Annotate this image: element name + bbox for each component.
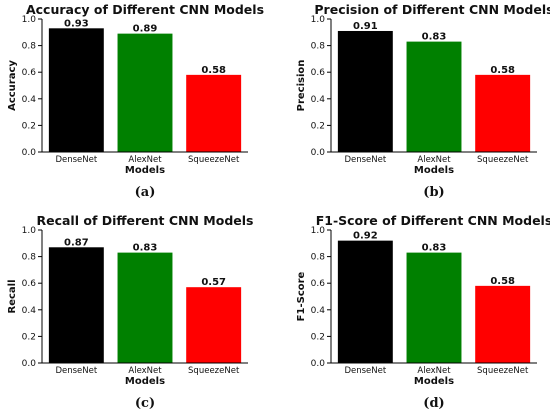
y-tick-label: 1.0 (22, 226, 37, 236)
bar-value-label: 0.93 (64, 18, 89, 29)
x-tick-label: DenseNet (344, 155, 386, 165)
chart-title: F1-Score of Different CNN Models (316, 213, 550, 228)
chart-panel-d: F1-Score of Different CNN Models 0.0 0.2 0.… (296, 213, 550, 411)
chart-panel-a: Accuracy of Different CNN Models 0.0 0.2 0.… (7, 2, 264, 200)
bar-value-label: 0.83 (133, 243, 158, 254)
bar-densenet (48, 247, 104, 363)
bar-value-label: 0.58 (201, 65, 226, 76)
y-tick-label: 0.8 (311, 42, 326, 52)
bar-squeezenet (186, 287, 242, 363)
bar-alexnet (117, 252, 173, 363)
bar-squeezenet (475, 74, 531, 152)
chart-panel-b: Precision of Different CNN Models 0.0 0.2 0… (296, 2, 550, 200)
bar-alexnet (117, 33, 173, 152)
bar-value-label: 0.58 (490, 65, 515, 76)
y-tick-label: 0.6 (22, 279, 37, 289)
y-tick-label: 1.0 (311, 226, 326, 236)
y-tick-label: 0.0 (22, 359, 37, 369)
y-axis-label: F1-Score (296, 271, 307, 321)
y-tick-label: 0.0 (22, 148, 37, 158)
bar-densenet (48, 28, 104, 153)
chart-title: Precision of Different CNN Models (314, 2, 550, 17)
panel-caption: (b) (423, 185, 444, 200)
y-tick-label: 0.4 (311, 95, 326, 105)
bar-squeezenet (475, 285, 531, 363)
x-tick-label: SqueezeNet (188, 366, 240, 376)
x-tick-label: SqueezeNet (188, 155, 240, 165)
y-tick-label: 0.8 (311, 253, 326, 263)
y-tick-label: 1.0 (311, 15, 326, 25)
x-tick-label: SqueezeNet (477, 366, 529, 376)
bar-value-label: 0.83 (422, 243, 447, 254)
y-axis-label: Recall (7, 279, 18, 313)
x-tick-label: AlexNet (128, 155, 162, 165)
bar-densenet (337, 30, 393, 152)
y-axis-label: Precision (296, 60, 307, 112)
x-axis-label: Models (414, 376, 454, 387)
x-tick-label: AlexNet (128, 366, 162, 376)
chart-title: Recall of Different CNN Models (36, 213, 253, 228)
y-tick-label: 0.4 (311, 306, 326, 316)
y-tick-label: 0.2 (311, 332, 325, 342)
x-tick-label: AlexNet (417, 155, 451, 165)
panel-caption: (a) (135, 185, 156, 200)
y-tick-label: 0.6 (311, 68, 326, 78)
bar-value-label: 0.83 (422, 32, 447, 43)
y-axis-label: Accuracy (7, 60, 18, 111)
y-tick-label: 0.6 (311, 279, 326, 289)
chart-title: Accuracy of Different CNN Models (26, 2, 264, 17)
y-tick-label: 0.0 (311, 359, 326, 369)
y-tick-label: 0.8 (22, 42, 37, 52)
bar-alexnet (406, 41, 462, 152)
x-axis-label: Models (125, 376, 165, 387)
y-tick-label: 0.2 (22, 332, 36, 342)
bar-squeezenet (186, 74, 242, 152)
bar-value-label: 0.87 (64, 237, 89, 248)
x-tick-label: AlexNet (417, 366, 451, 376)
chart-panel-c: Recall of Different CNN Models 0.0 0.2 0.4 0… (7, 213, 254, 411)
x-axis-label: Models (125, 165, 165, 176)
bar-value-label: 0.89 (133, 24, 158, 35)
x-tick-label: DenseNet (55, 366, 97, 376)
x-tick-label: DenseNet (344, 366, 386, 376)
panel-caption: (d) (423, 396, 444, 411)
y-tick-label: 0.4 (22, 95, 37, 105)
y-tick-label: 0.8 (22, 253, 37, 263)
x-tick-label: DenseNet (55, 155, 97, 165)
y-tick-label: 1.0 (22, 15, 37, 25)
y-tick-label: 0.2 (22, 121, 36, 131)
x-axis-label: Models (414, 165, 454, 176)
x-tick-label: SqueezeNet (477, 155, 529, 165)
y-tick-label: 0.6 (22, 68, 37, 78)
y-tick-label: 0.2 (311, 121, 325, 131)
bar-value-label: 0.58 (490, 276, 515, 287)
bar-value-label: 0.91 (353, 21, 378, 32)
y-tick-label: 0.0 (311, 148, 326, 158)
bar-densenet (337, 240, 393, 363)
bar-value-label: 0.92 (353, 231, 378, 242)
bar-value-label: 0.57 (201, 277, 226, 288)
bar-alexnet (406, 252, 462, 363)
y-tick-label: 0.4 (22, 306, 37, 316)
panel-caption: (c) (135, 396, 155, 411)
